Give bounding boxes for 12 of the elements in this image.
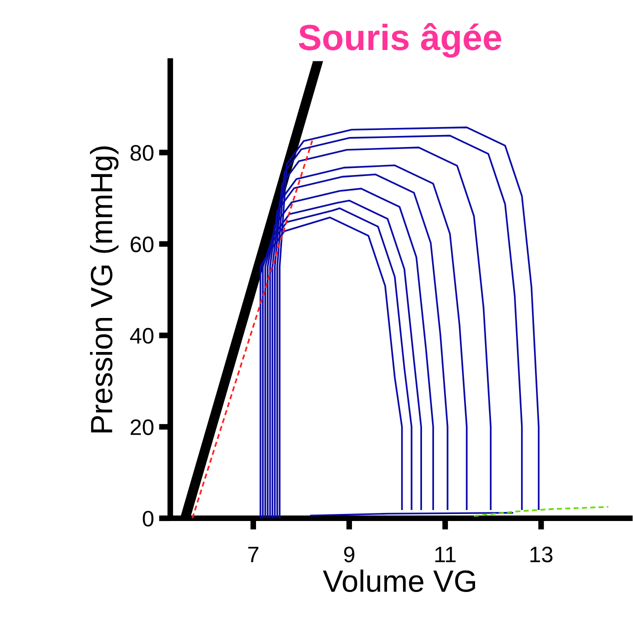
x-tick-label: 9 <box>344 546 354 562</box>
y-tick-label: 80 <box>130 145 154 161</box>
y-tick-label: 60 <box>130 236 154 252</box>
x-tick-label: 11 <box>435 546 456 562</box>
x-tick-label: 13 <box>530 546 552 562</box>
x-tick-label: 7 <box>248 546 258 562</box>
y-tick-label: 40 <box>130 328 154 344</box>
y-tick-label: 20 <box>130 419 154 436</box>
y-axis-title: Pression VG (mmHg) <box>90 146 118 432</box>
x-axis-title: Volume VG <box>322 570 476 592</box>
chart-title: Souris âgée <box>298 23 502 58</box>
y-tick-label: 0 <box>142 510 154 527</box>
